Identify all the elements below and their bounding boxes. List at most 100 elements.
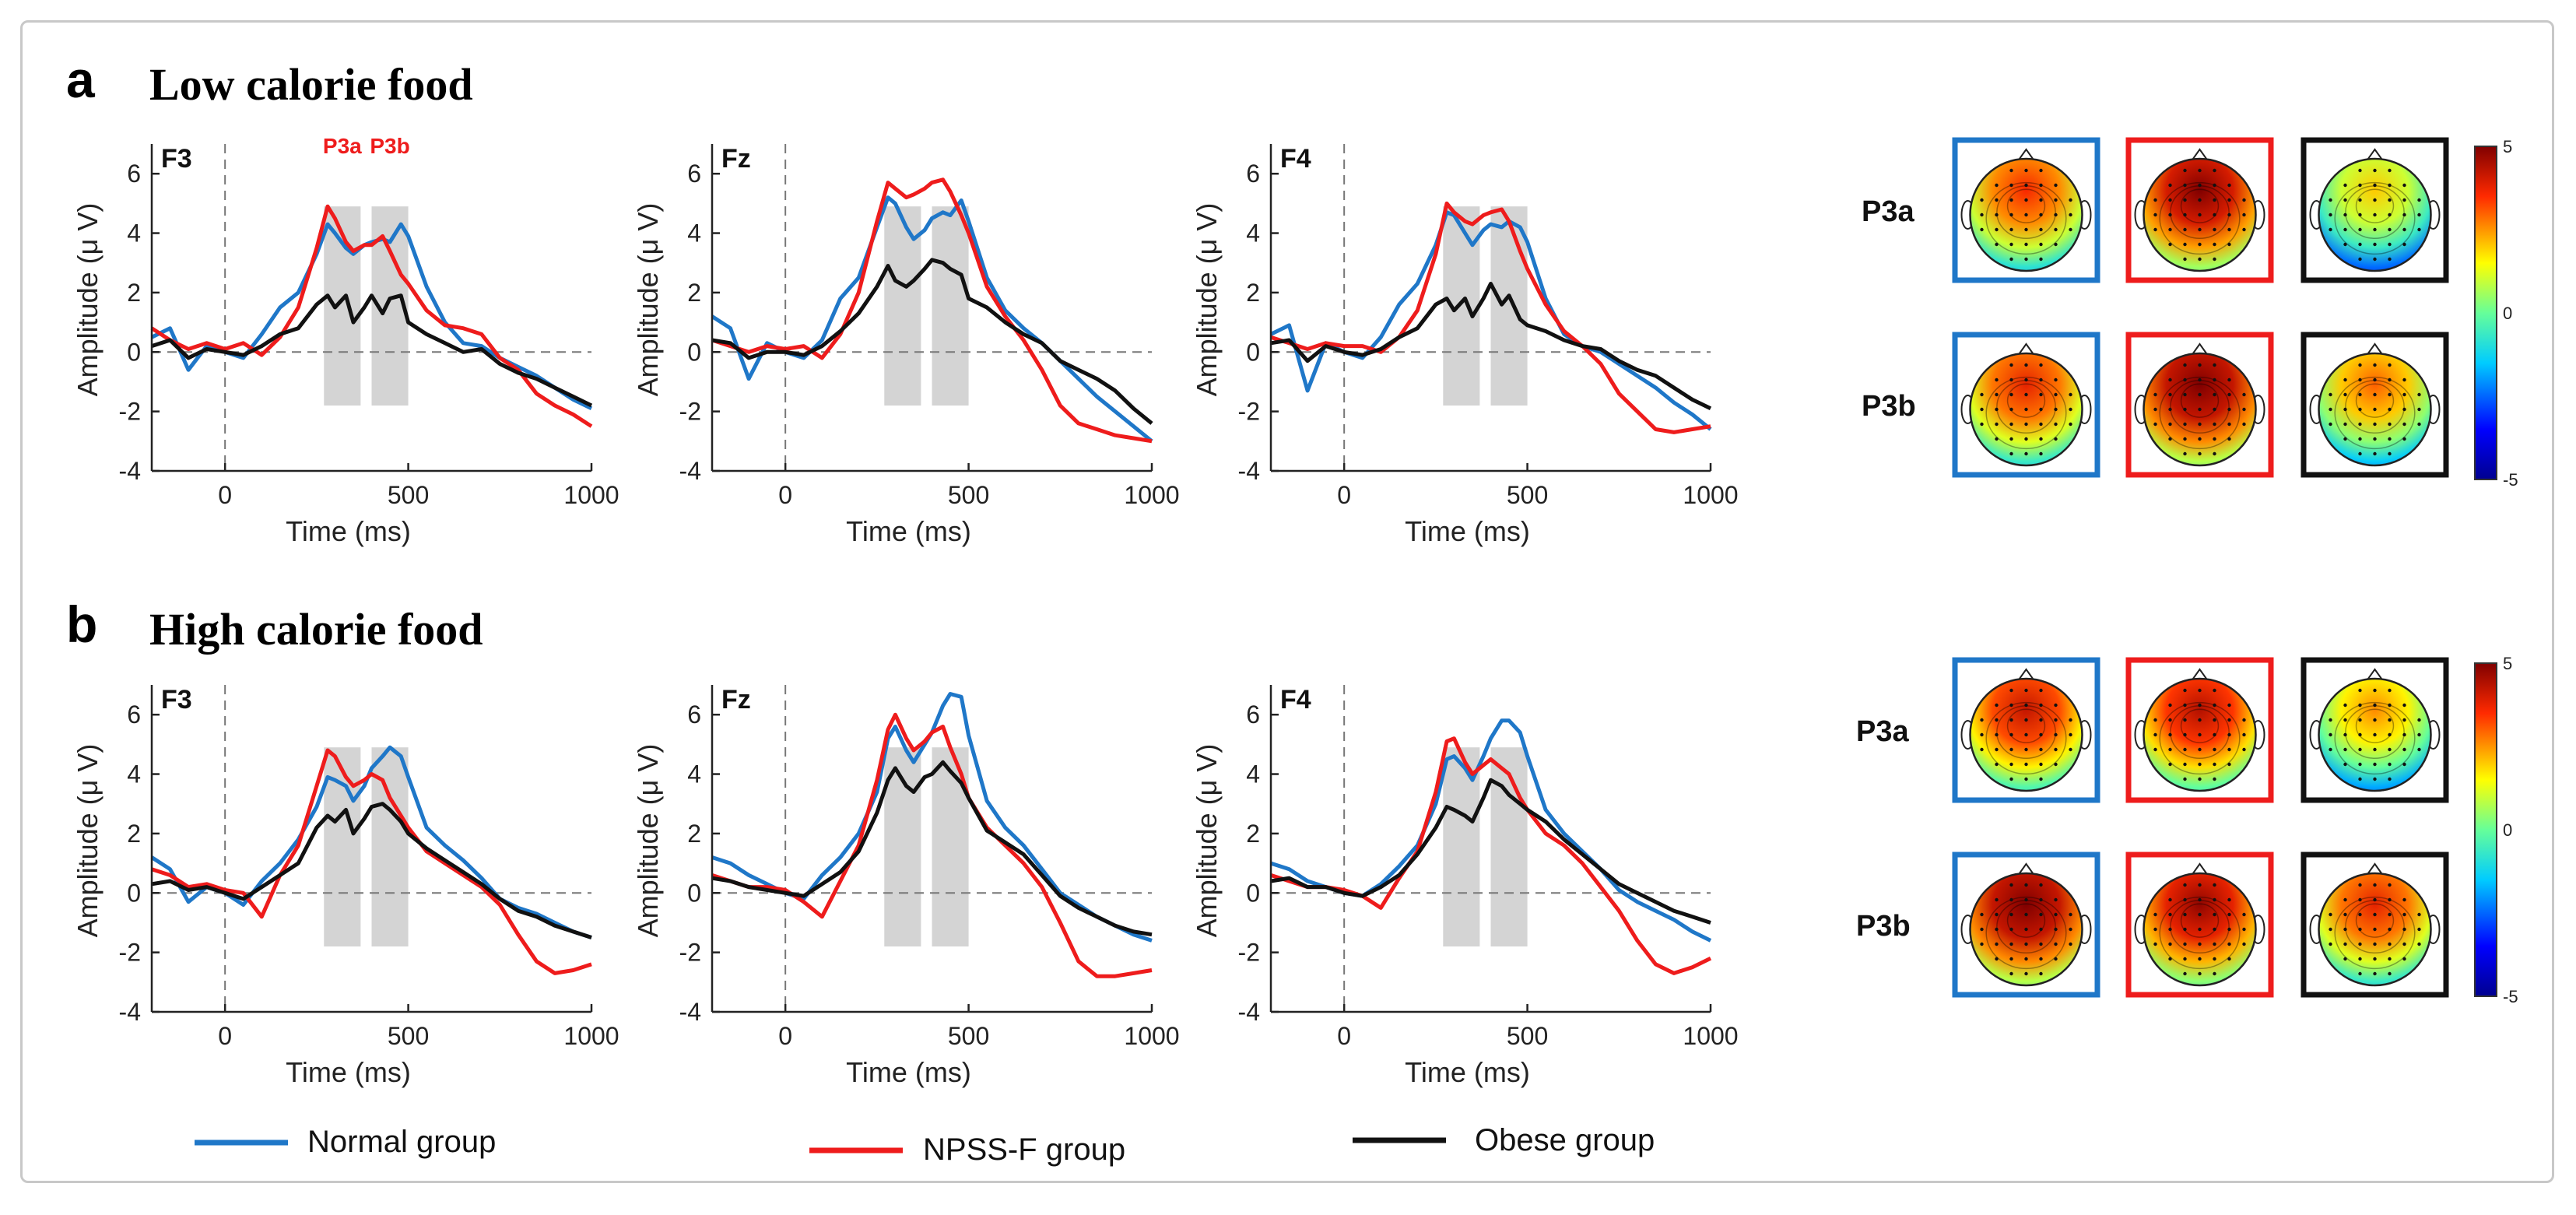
electrode-dot	[2227, 242, 2231, 247]
electrode-dot	[2024, 168, 2028, 173]
electrode-dot	[2054, 242, 2058, 247]
electrode-dot	[2009, 732, 2013, 737]
electrode-dot	[2183, 451, 2187, 456]
electrode-dot	[2069, 407, 2072, 412]
electrode-dot	[2168, 942, 2172, 946]
x-tick-label: 500	[1507, 1022, 1548, 1050]
y-axis-label: Amplitude (μ V)	[72, 203, 104, 397]
electrode-dot	[2024, 227, 2028, 232]
electrode-dot	[2388, 168, 2392, 173]
x-tick-label: 500	[388, 481, 429, 509]
electrode-dot	[2024, 883, 2028, 887]
electrode-dot	[2358, 762, 2362, 767]
electrode-dot	[2024, 971, 2028, 976]
y-tick-label: 2	[1246, 279, 1260, 307]
electrode-dot	[2358, 242, 2362, 247]
electrode-dot	[2039, 168, 2043, 173]
electrode-dot	[2069, 198, 2072, 202]
electrode-dot	[2039, 897, 2043, 902]
topomap	[2125, 852, 2274, 998]
electrode-dot	[2168, 762, 2172, 767]
y-tick-label: 2	[1246, 820, 1260, 848]
electrode-dot	[2227, 377, 2231, 382]
electrode-dot	[1995, 392, 1999, 397]
electrode-dot	[2039, 777, 2043, 781]
electrode-dot	[2168, 747, 2172, 752]
electrode-dot	[2198, 777, 2202, 781]
electrode-dot	[2024, 912, 2028, 917]
electrode-dot	[2388, 718, 2392, 722]
series-line-npss-f	[711, 712, 1153, 978]
electrode-dot	[2198, 168, 2202, 173]
legend-label-npss: NPSS-F group	[923, 1132, 1125, 1167]
electrode-dot	[2198, 897, 2202, 902]
electrode-dot	[2198, 718, 2202, 722]
electrode-dot	[2358, 451, 2362, 456]
electrode-dot	[2227, 437, 2231, 441]
topomap-row-label: P3b	[1856, 910, 1911, 943]
electrode-dot	[2039, 198, 2043, 202]
electrode-dot	[2358, 198, 2362, 202]
series-line-obese	[151, 293, 593, 408]
electrode-dot	[2417, 942, 2421, 946]
electrode-dot	[2373, 732, 2377, 737]
electrode-dot	[2373, 242, 2377, 247]
electrode-dot	[2009, 422, 2013, 427]
electrode-dot	[2069, 942, 2072, 946]
electrode-dot	[2168, 422, 2172, 427]
electrode-dot	[2009, 777, 2013, 781]
electrode-dot	[2024, 777, 2028, 781]
y-tick-label: 2	[687, 820, 701, 848]
contour-line	[2355, 903, 2395, 938]
topomap	[2301, 852, 2449, 998]
electrode-dot	[2024, 198, 2028, 202]
electrode-dot	[2402, 437, 2406, 441]
electrode-dot	[2198, 227, 2202, 232]
electrode-dot	[2213, 688, 2216, 693]
electrode-dot	[2213, 971, 2216, 976]
electrode-dot	[2168, 183, 2172, 188]
x-axis-label: Time (ms)	[1405, 515, 1530, 547]
electrode-dot	[2024, 377, 2028, 382]
electrode-dot	[2402, 927, 2406, 932]
electrode-dot	[2242, 942, 2246, 946]
y-tick-label: -4	[119, 457, 141, 485]
electrode-dot	[2329, 198, 2332, 202]
electrode-dot	[2009, 718, 2013, 722]
topomap	[1952, 137, 2100, 283]
y-tick-label: 2	[127, 820, 141, 848]
y-tick-label: 4	[1246, 760, 1260, 788]
electrode-dot	[2024, 422, 2028, 427]
electrode-dot	[2024, 183, 2028, 188]
electrode-dot	[2054, 377, 2058, 382]
electrode-dot	[2183, 718, 2187, 722]
x-tick-label: 1000	[1683, 1022, 1738, 1050]
electrode-dot	[2417, 718, 2421, 722]
electrode-dot	[2054, 703, 2058, 708]
y-tick-label: 0	[687, 338, 701, 366]
electrode-dot	[1980, 718, 1984, 722]
topomap	[2301, 332, 2449, 478]
electrode-dot	[2213, 762, 2216, 767]
electrode-dot	[2054, 718, 2058, 722]
electrode-dot	[2024, 242, 2028, 247]
electrode-dot	[2183, 242, 2187, 247]
electrode-dot	[2213, 242, 2216, 247]
electrode-dot	[2168, 897, 2172, 902]
electrode-dot	[2329, 732, 2332, 737]
head-nose	[2017, 668, 2035, 681]
series-line-npss-f	[1270, 201, 1711, 434]
electrode-dot	[2417, 747, 2421, 752]
y-axis-label: Amplitude (μ V)	[1191, 744, 1223, 938]
electrode-dot	[2183, 762, 2187, 767]
x-tick-label: 1000	[1683, 481, 1738, 509]
electrode-dot	[2183, 422, 2187, 427]
electrode-dot	[2358, 957, 2362, 961]
electrode-dot	[2358, 437, 2362, 441]
electrode-dot	[2198, 392, 2202, 397]
contour-line	[2006, 383, 2046, 418]
electrode-dot	[1995, 437, 1999, 441]
topomap	[1952, 332, 2100, 478]
electrode-dot	[2402, 198, 2406, 202]
panel-title-a: Low calorie food	[149, 59, 473, 110]
